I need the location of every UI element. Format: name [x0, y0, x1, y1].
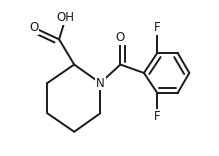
Text: O: O: [29, 21, 39, 34]
Text: F: F: [154, 21, 161, 34]
Text: O: O: [116, 31, 125, 44]
Text: OH: OH: [57, 11, 75, 24]
Text: N: N: [96, 77, 105, 90]
Text: F: F: [154, 110, 161, 123]
